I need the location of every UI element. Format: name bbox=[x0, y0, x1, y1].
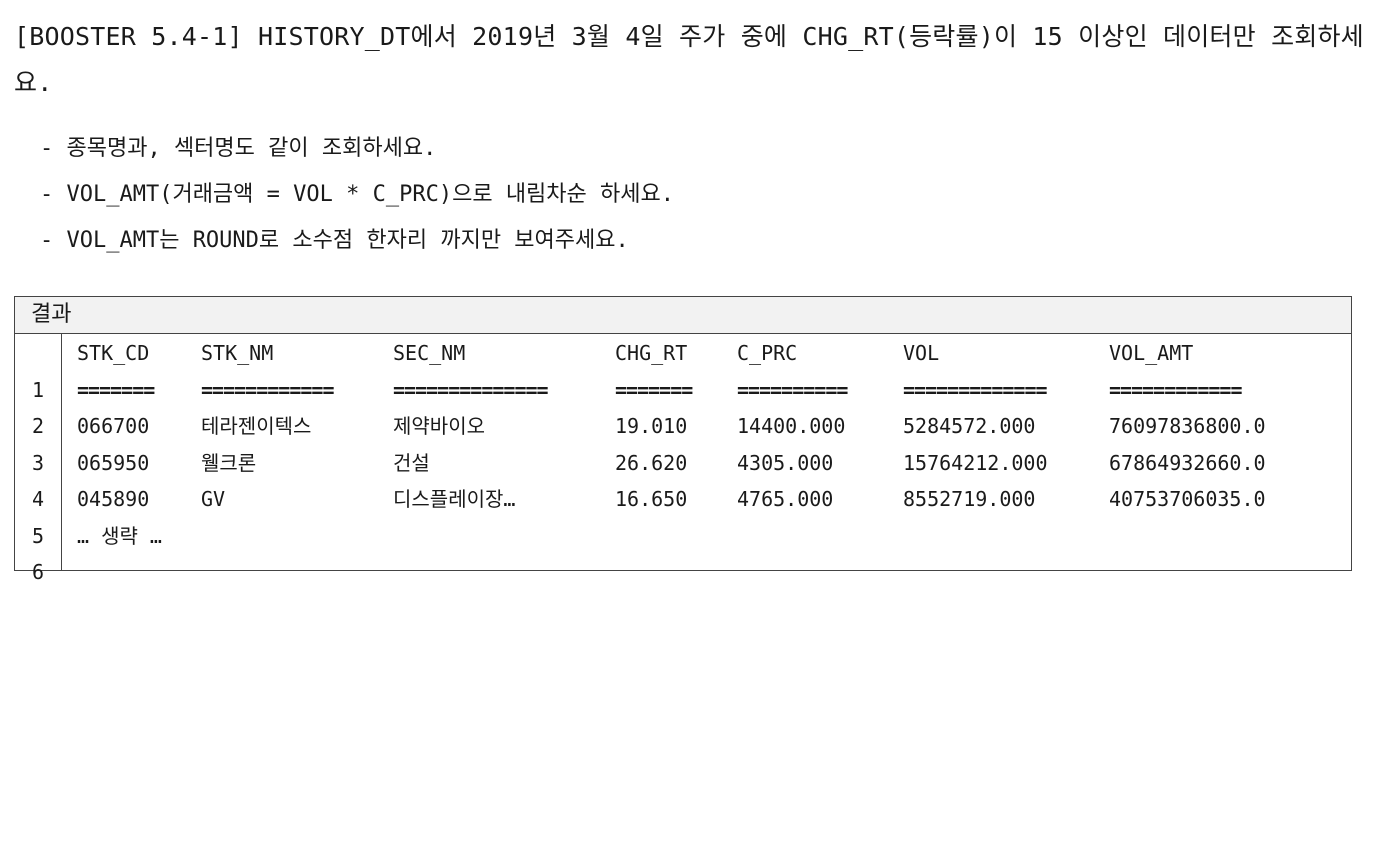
vol-cell: 15764212.000 bbox=[903, 450, 1048, 475]
separator: ========== bbox=[737, 377, 848, 402]
line-number: 5 bbox=[31, 523, 45, 548]
separator: ======= bbox=[77, 377, 155, 402]
sec-nm-cell: 디스플레이장… bbox=[393, 487, 516, 511]
sec-nm-cell: 건설 bbox=[393, 450, 430, 475]
requirement-item: - 종목명과, 섹터명도 같이 조회하세요. bbox=[40, 136, 437, 161]
instruction-text: [BOOSTER 5.4-1] HISTORY_DT에서 2019년 3월 4일… bbox=[14, 22, 1364, 97]
vol-amt-cell: 40753706035.0 bbox=[1109, 487, 1266, 511]
separator-row: 2 ======= ============ ============== ==… bbox=[15, 372, 1351, 439]
stk-cd-cell: 066700 bbox=[77, 414, 150, 438]
column-header: C_PRC bbox=[737, 341, 798, 365]
result-table: 1 STK_CD STK_NM SEC_NM CHG_RT C_PRC VOL … bbox=[15, 335, 1351, 585]
table-row: 4 065950 웰크론 건설 26.620 4305.000 15764212… bbox=[15, 445, 1351, 512]
chg-rt-cell: 26.620 bbox=[615, 450, 688, 475]
chg-rt-cell: 16.650 bbox=[615, 487, 688, 511]
vol-amt-cell: 76097836800.0 bbox=[1109, 414, 1266, 438]
chg-rt-cell: 19.010 bbox=[615, 414, 688, 438]
omitted-text: … 생략 … bbox=[77, 523, 162, 548]
header-row: 1 STK_CD STK_NM SEC_NM CHG_RT C_PRC VOL … bbox=[15, 335, 1351, 402]
line-number: 4 bbox=[31, 487, 45, 511]
requirement-item: - VOL_AMT(거래금액 = VOL * C_PRC)으로 내림차순 하세요… bbox=[40, 182, 674, 207]
c-prc-cell: 14400.000 bbox=[737, 414, 846, 438]
omitted-row: 6 … 생략 … bbox=[15, 518, 1351, 585]
separator: ============== bbox=[393, 377, 549, 402]
stk-cd-cell: 065950 bbox=[77, 450, 150, 475]
stk-nm-cell: GV bbox=[201, 487, 226, 511]
result-title: 결과 bbox=[15, 297, 1351, 334]
vol-amt-cell: 67864932660.0 bbox=[1109, 450, 1266, 475]
column-header: VOL bbox=[903, 341, 940, 365]
sec-nm-cell: 제약바이오 bbox=[393, 414, 485, 438]
line-number: 1 bbox=[31, 377, 45, 402]
line-number-divider bbox=[61, 333, 62, 570]
vol-cell: 5284572.000 bbox=[903, 414, 1036, 438]
stk-nm-cell: 테라젠이텍스 bbox=[201, 414, 312, 438]
result-panel: 결과 1 STK_CD STK_NM SEC_NM CHG_RT C_PRC V… bbox=[14, 296, 1352, 585]
column-header: CHG_RT bbox=[615, 341, 688, 365]
line-number: 6 bbox=[31, 560, 45, 584]
c-prc-cell: 4305.000 bbox=[737, 450, 834, 475]
requirement-list: - 종목명과, 섹터명도 같이 조회하세요. - VOL_AMT(거래금액 = … bbox=[40, 126, 674, 264]
separator: ============= bbox=[903, 377, 1048, 402]
column-header: STK_CD bbox=[77, 341, 150, 365]
c-prc-cell: 4765.000 bbox=[737, 487, 834, 511]
line-number: 2 bbox=[31, 414, 45, 438]
separator: ============ bbox=[1109, 377, 1242, 402]
table-row: 5 045890 GV 디스플레이장… 16.650 4765.000 8552… bbox=[15, 481, 1351, 548]
separator: ======= bbox=[615, 377, 693, 402]
table-row: 3 066700 테라젠이텍스 제약바이오 19.010 14400.000 5… bbox=[15, 408, 1351, 475]
stk-cd-cell: 045890 bbox=[77, 487, 150, 511]
vol-cell: 8552719.000 bbox=[903, 487, 1036, 511]
column-header: STK_NM bbox=[201, 341, 274, 365]
separator: ============ bbox=[201, 377, 334, 402]
column-header: VOL_AMT bbox=[1109, 341, 1194, 365]
column-header: SEC_NM bbox=[393, 341, 466, 365]
requirement-item: - VOL_AMT는 ROUND로 소수점 한자리 까지만 보여주세요. bbox=[40, 228, 629, 253]
line-number: 3 bbox=[31, 450, 45, 475]
stk-nm-cell: 웰크론 bbox=[201, 450, 257, 475]
